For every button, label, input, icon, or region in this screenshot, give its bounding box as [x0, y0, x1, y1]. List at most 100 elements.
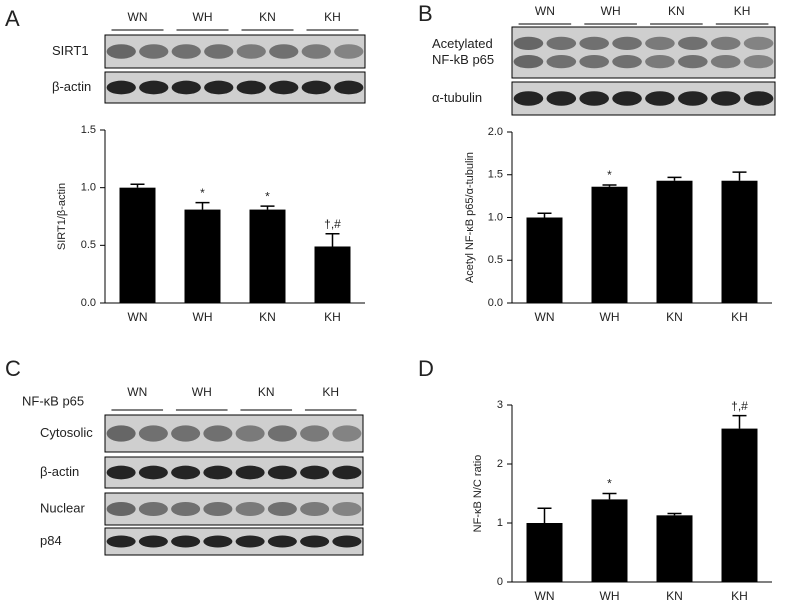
blot-band [334, 44, 364, 59]
y-axis-label: Acetyl NF-κB p65/α-tubulin [464, 152, 476, 283]
lane-group-label: WH [192, 385, 212, 399]
y-axis-label: SIRT1/β-actin [56, 183, 68, 250]
significance-label: †,# [731, 399, 748, 413]
blot-row-label: β-actin [40, 464, 79, 479]
blot-band [106, 465, 136, 480]
blot-header: NF-κB p65 [22, 393, 84, 408]
lane-group-label: KN [668, 4, 685, 18]
blot-row-label: NF-kB p65 [432, 52, 494, 67]
blot-band [235, 465, 265, 480]
blot-band [300, 465, 330, 480]
blot-band [612, 55, 642, 69]
lane-group-label: KH [322, 385, 339, 399]
blot-row-label: Acetylated [432, 36, 493, 51]
blot-row-label: α-tubulin [432, 90, 482, 105]
bar [249, 209, 286, 303]
error-bar [195, 201, 210, 210]
y-tick-label: 0.0 [488, 297, 503, 309]
blot-band [579, 91, 609, 106]
bar [184, 209, 221, 303]
blot-band [513, 91, 544, 106]
blot-band [171, 80, 201, 95]
bar [591, 499, 628, 582]
blot-band [332, 535, 362, 548]
x-tick-label: WH [193, 310, 213, 324]
blot-band [612, 36, 642, 50]
error-bar [537, 212, 552, 218]
blot-band [171, 535, 201, 548]
blot-band [332, 425, 362, 442]
error-bar [537, 507, 552, 523]
blot-band [645, 91, 675, 106]
panel-letter: B [418, 1, 433, 26]
blot-band [300, 501, 330, 517]
error-bar [260, 205, 275, 210]
blot-band [645, 55, 675, 69]
y-tick-label: 0.0 [81, 297, 96, 309]
blot-band [267, 465, 297, 480]
y-tick-label: 3 [497, 399, 503, 411]
blot-band [710, 91, 741, 106]
blot-band [204, 80, 234, 95]
error-bar [602, 492, 617, 500]
blot-band [678, 55, 708, 69]
error-bar [325, 233, 340, 247]
blot-band [267, 535, 297, 548]
blot-band [743, 36, 774, 50]
blot-band [138, 535, 168, 548]
lane-group-label: KH [734, 4, 751, 18]
blot-band [203, 535, 233, 548]
blot-band [301, 80, 331, 95]
blot-band [203, 425, 233, 442]
lane-group-label: WN [535, 4, 555, 18]
blot-band [203, 465, 233, 480]
blot-band [301, 44, 331, 59]
blot-band [612, 91, 642, 106]
y-tick-label: 2.0 [488, 126, 503, 138]
x-tick-label: WN [535, 589, 555, 603]
blot-band [139, 80, 169, 95]
blot-band [743, 91, 774, 106]
y-tick-label: 1.0 [488, 211, 503, 223]
y-tick-label: 0.5 [488, 254, 503, 266]
blot-row-label: β-actin [52, 79, 91, 94]
blot-band [171, 465, 201, 480]
blot-band [235, 501, 265, 517]
blot-row-label: Nuclear [40, 500, 85, 515]
blot-band [171, 425, 201, 442]
blot-box [511, 26, 776, 79]
lane-group-label: WH [601, 4, 621, 18]
bar [591, 186, 628, 303]
blot-band [710, 36, 741, 50]
x-tick-label: WH [600, 310, 620, 324]
blot-band [546, 91, 577, 106]
y-tick-label: 1 [497, 517, 503, 529]
blot-band [204, 44, 234, 59]
y-axis-label: NF-κB N/C ratio [472, 455, 484, 533]
blot-band [138, 501, 168, 517]
bar [119, 187, 156, 303]
blot-band [300, 425, 330, 442]
lane-group-label: WN [127, 385, 147, 399]
bar [721, 180, 758, 303]
blot-band [235, 425, 265, 442]
blot-band [743, 55, 774, 69]
blot-band [546, 55, 577, 69]
y-tick-label: 0.5 [81, 239, 96, 251]
blot-band [171, 44, 201, 59]
y-tick-label: 1.0 [81, 182, 96, 194]
blot-band [106, 501, 136, 517]
blot-box [104, 492, 364, 526]
significance-label: * [607, 168, 612, 182]
y-tick-label: 1.5 [81, 124, 96, 136]
x-tick-label: WN [128, 310, 148, 324]
panel-letter: C [5, 356, 21, 381]
blot-band [300, 535, 330, 548]
x-tick-label: KH [731, 310, 748, 324]
lane-group-label: KN [258, 385, 275, 399]
blot-band [513, 55, 544, 69]
significance-label: * [200, 186, 205, 200]
x-tick-label: KH [731, 589, 748, 603]
bar [721, 428, 758, 582]
